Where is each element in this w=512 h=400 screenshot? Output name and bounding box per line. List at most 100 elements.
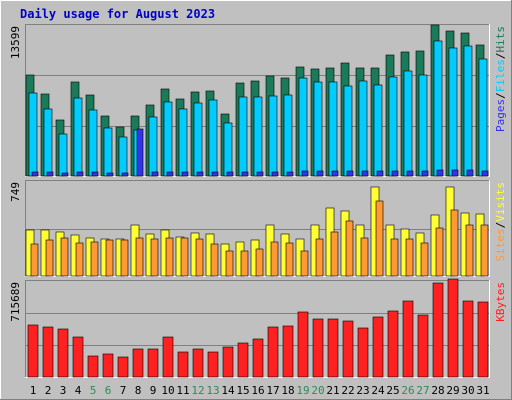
bar-files <box>328 81 338 177</box>
x-tick-label: 18 <box>281 384 294 397</box>
bar-sites <box>165 237 174 277</box>
bar-kbytes <box>117 356 129 378</box>
legend-entry: Visits <box>494 182 507 222</box>
bar-files <box>73 97 83 177</box>
legend: KBytes <box>494 282 507 322</box>
bar-files <box>298 77 308 177</box>
x-tick-label: 24 <box>371 384 385 397</box>
bar-pages <box>181 171 189 177</box>
x-tick-label: 7 <box>120 384 127 397</box>
x-tick-label: 14 <box>221 384 235 397</box>
legend-entry: / <box>494 53 507 60</box>
bar-files <box>193 102 203 177</box>
x-tick-label: 1 <box>30 384 37 397</box>
bar-pages <box>136 128 144 177</box>
bar-sites <box>405 238 414 277</box>
bar-files <box>373 84 383 177</box>
bar-kbytes <box>207 351 219 378</box>
bar-files <box>358 80 368 177</box>
bar-files <box>118 136 128 177</box>
bar-sites <box>435 227 444 277</box>
bar-pages <box>106 172 114 177</box>
bar-pages <box>256 171 264 177</box>
bar-sites <box>300 250 309 277</box>
bar-sites <box>360 237 369 277</box>
bar-files <box>238 96 248 177</box>
bar-files <box>28 92 38 177</box>
bar-pages <box>376 170 384 177</box>
bar-files <box>208 99 218 177</box>
bar-kbytes <box>177 351 189 378</box>
y-max-label: 715689 <box>9 282 22 322</box>
bar-sites <box>60 237 69 277</box>
bar-files <box>223 122 233 177</box>
bar-kbytes <box>402 300 414 378</box>
bar-kbytes <box>102 353 114 378</box>
x-tick-label: 16 <box>251 384 264 397</box>
bar-sites <box>270 241 279 277</box>
bar-pages <box>331 170 339 177</box>
legend-entry: / <box>494 92 507 99</box>
bar-files <box>103 127 113 177</box>
x-tick-label: 11 <box>176 384 189 397</box>
bar-pages <box>316 170 324 177</box>
bar-files <box>463 45 473 177</box>
bar-kbytes <box>387 310 399 378</box>
x-tick-label: 30 <box>461 384 474 397</box>
bar-sites <box>180 237 189 277</box>
bar-sites <box>75 242 84 277</box>
bar-kbytes <box>477 301 489 378</box>
x-tick-label: 20 <box>311 384 324 397</box>
bar-pages <box>286 171 294 177</box>
bar-sites <box>240 250 249 277</box>
bar-kbytes <box>267 326 279 378</box>
bar-files <box>268 95 278 177</box>
bar-kbytes <box>57 328 69 378</box>
bar-files <box>283 94 293 177</box>
chart-panels: 13599Pages/Files/Hits749Sites/Visits7156… <box>9 24 507 397</box>
bar-sites <box>225 250 234 277</box>
bar-pages <box>436 169 444 177</box>
bar-pages <box>121 172 129 177</box>
bar-files <box>418 74 428 177</box>
bar-sites <box>345 220 354 277</box>
bar-files <box>343 85 353 177</box>
bar-files <box>178 108 188 177</box>
bar-pages <box>91 171 99 177</box>
bar-kbytes <box>297 311 309 378</box>
bar-sites <box>255 248 264 277</box>
bar-files <box>388 76 398 177</box>
x-tick-label: 26 <box>401 384 414 397</box>
bar-files <box>478 58 488 177</box>
bar-pages <box>241 171 249 177</box>
bar-kbytes <box>312 318 324 378</box>
bar-pages <box>406 170 414 177</box>
y-max-label: 749 <box>9 182 22 202</box>
bar-sites <box>420 242 429 277</box>
bar-pages <box>451 169 459 177</box>
x-tick-label: 29 <box>446 384 459 397</box>
x-tick-label: 10 <box>161 384 174 397</box>
bar-pages <box>301 170 309 177</box>
bar-sites <box>195 238 204 277</box>
bar-sites <box>390 238 399 277</box>
bar-pages <box>31 171 39 177</box>
x-tick-label: 9 <box>150 384 157 397</box>
legend-entry: KBytes <box>494 282 507 322</box>
x-tick-label: 12 <box>191 384 204 397</box>
bar-pages <box>391 170 399 177</box>
bar-kbytes <box>357 327 369 378</box>
bar-pages <box>226 171 234 177</box>
legend: Pages/Files/Hits <box>494 26 507 132</box>
x-tick-label: 22 <box>341 384 354 397</box>
bar-kbytes <box>192 348 204 378</box>
bar-sites <box>120 239 129 277</box>
chart-title: Daily usage for August 2023 <box>20 7 215 21</box>
bar-pages <box>346 170 354 177</box>
bar-sites <box>315 238 324 277</box>
bar-kbytes <box>252 338 264 378</box>
x-tick-label: 31 <box>476 384 489 397</box>
bar-sites <box>330 231 339 277</box>
bar-kbytes <box>87 355 99 378</box>
bar-kbytes <box>342 320 354 378</box>
